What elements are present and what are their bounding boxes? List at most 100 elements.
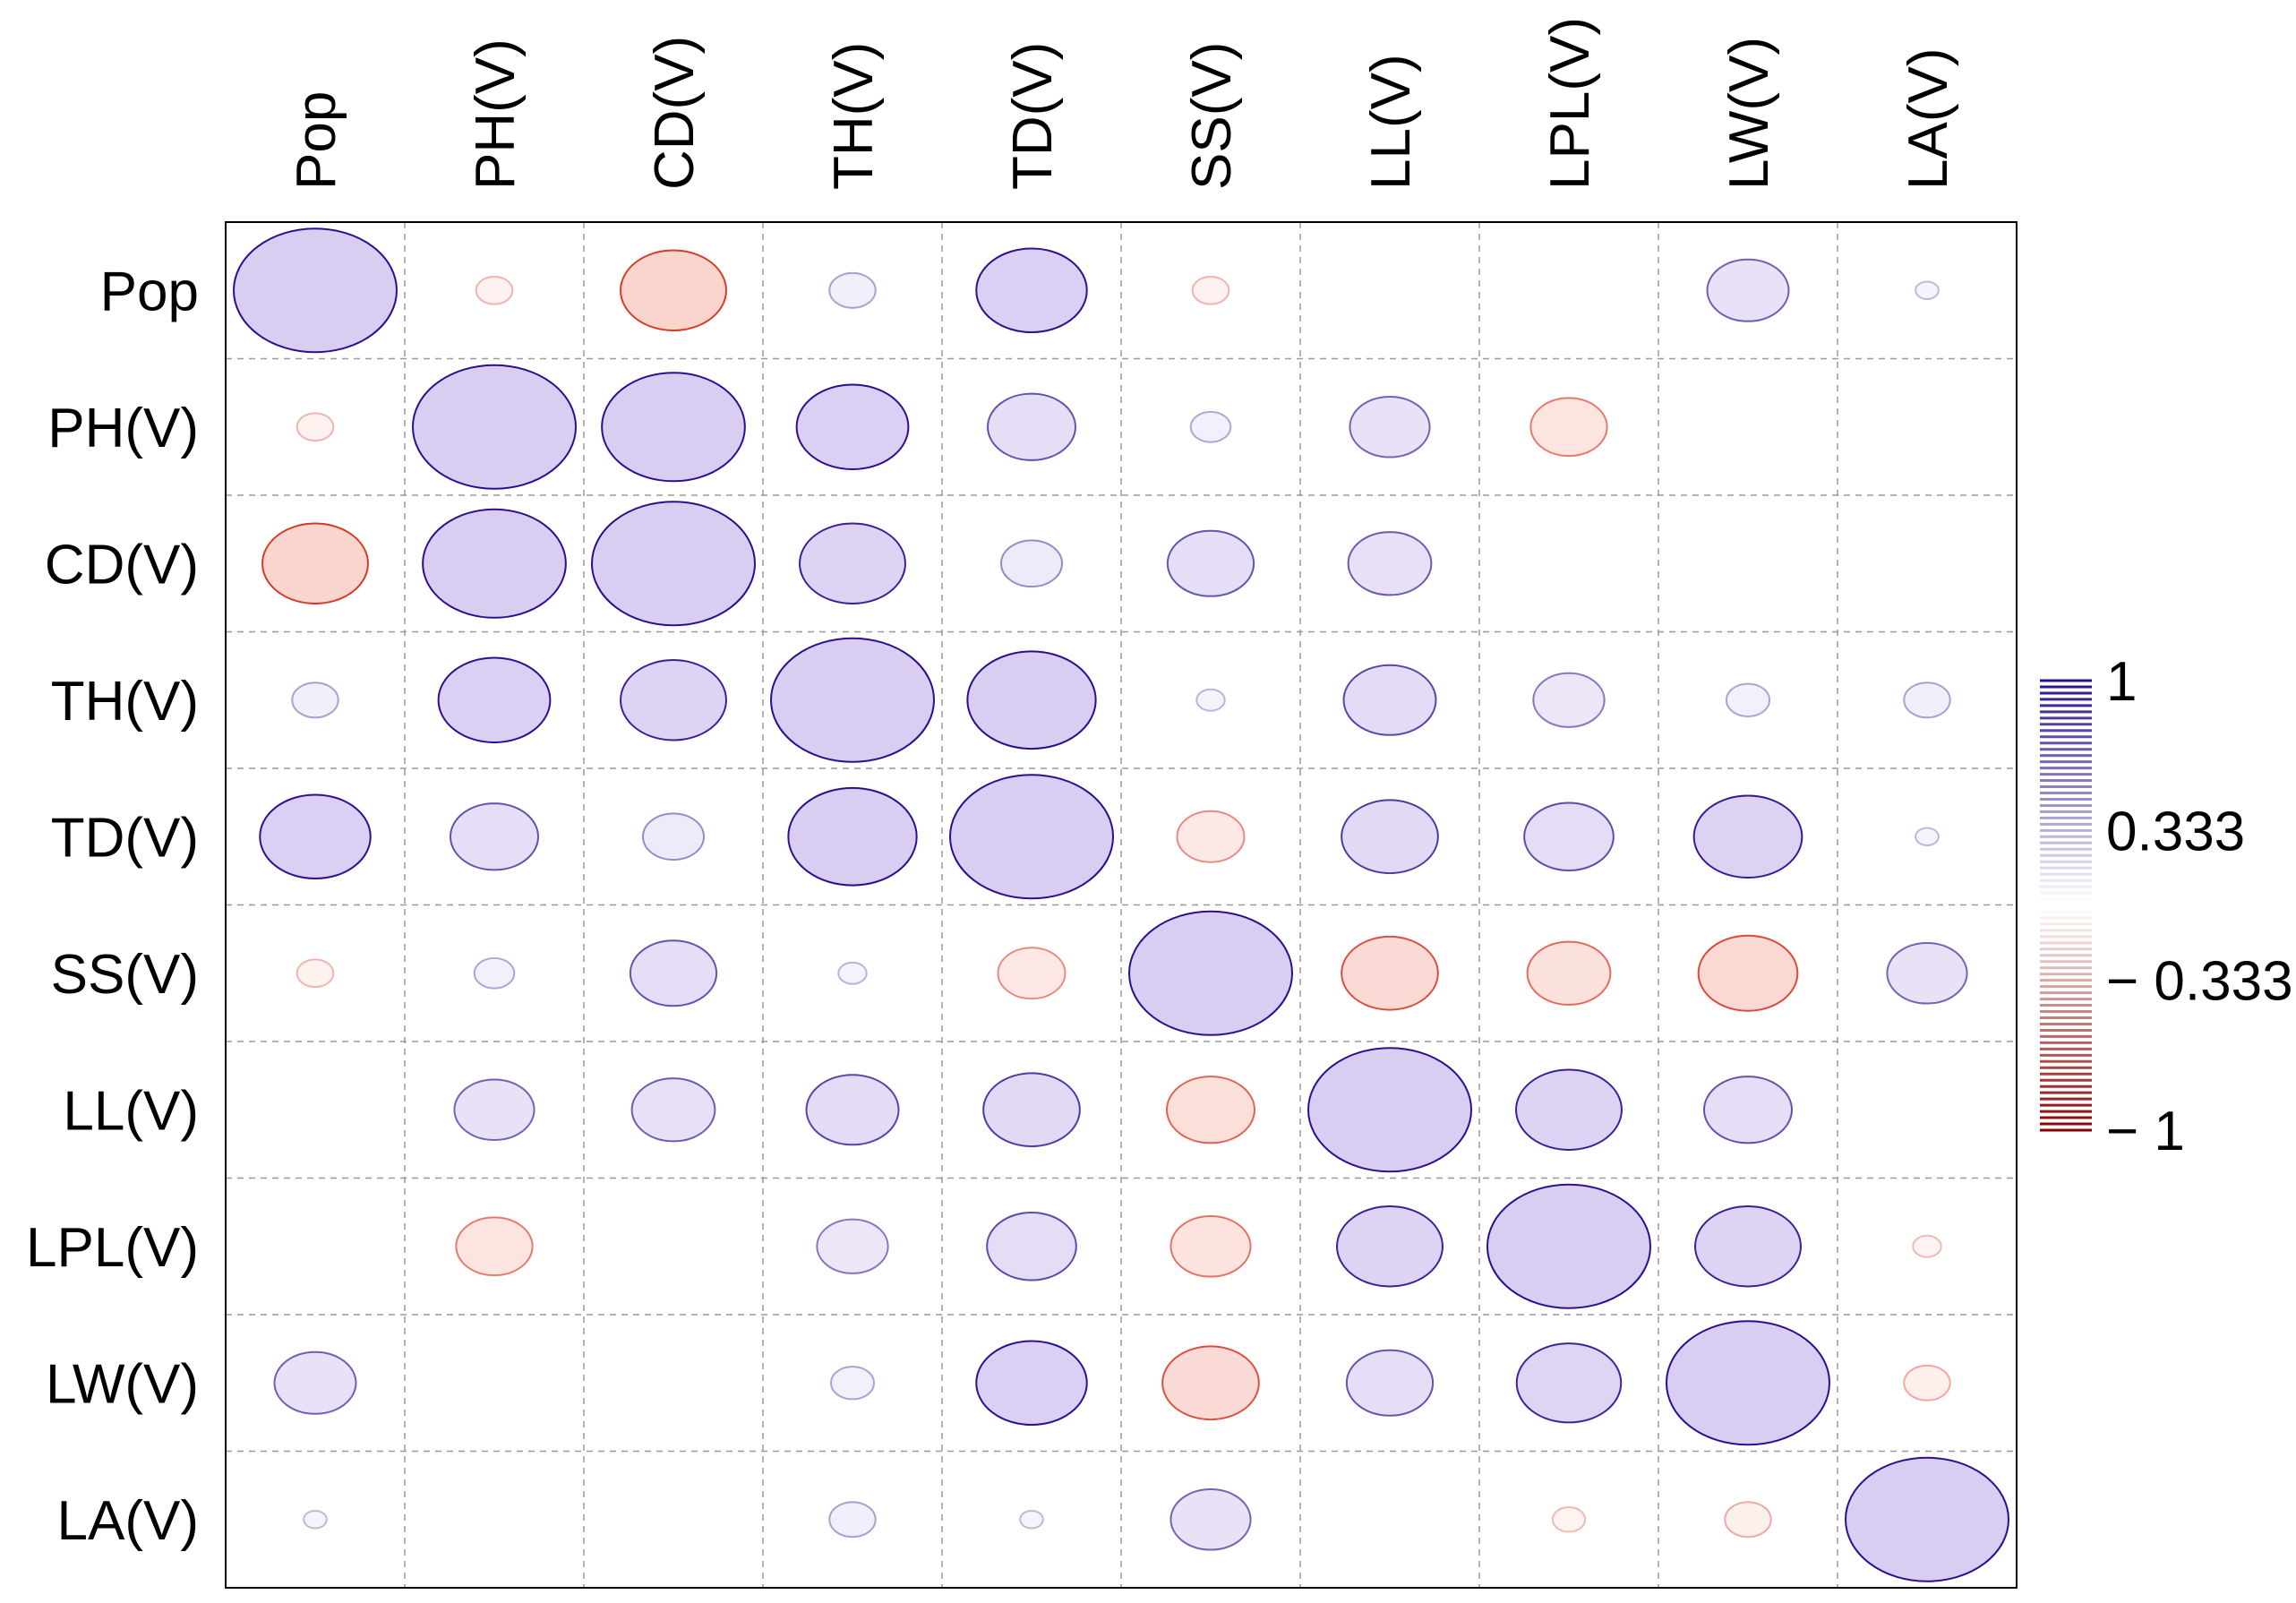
corr-cell-ll-v-lpl-v bbox=[1515, 1068, 1623, 1151]
column-label-cd-v: CD(V) bbox=[644, 36, 706, 190]
corr-cell-cd-v-td-v bbox=[999, 539, 1064, 588]
corr-cell-ll-v-lw-v bbox=[1703, 1076, 1793, 1144]
corr-cell-cd-v-ph-v bbox=[422, 508, 567, 619]
corr-cell-lpl-v-ll-v bbox=[1336, 1205, 1444, 1288]
corr-cell-td-v-ph-v bbox=[450, 802, 539, 871]
column-label-pop: Pop bbox=[286, 91, 347, 190]
corr-cell-la-v-lpl-v bbox=[1551, 1505, 1587, 1533]
corr-cell-lpl-v-th-v bbox=[816, 1218, 889, 1274]
corr-cell-ph-v-ss-v bbox=[1189, 410, 1232, 443]
corr-cell-pop-la-v bbox=[1915, 280, 1940, 301]
corr-cell-lw-v-lpl-v bbox=[1515, 1342, 1623, 1424]
corr-cell-th-v-td-v bbox=[966, 650, 1097, 750]
corr-cell-pop-ss-v bbox=[1191, 275, 1230, 305]
corr-cell-td-v-th-v bbox=[787, 786, 918, 887]
corr-cell-ph-v-cd-v bbox=[601, 372, 746, 483]
corr-cell-td-v-td-v bbox=[949, 774, 1114, 900]
corr-cell-lpl-v-ph-v bbox=[455, 1216, 534, 1277]
corr-cell-lw-v-ll-v bbox=[1345, 1349, 1435, 1417]
corr-cell-lw-v-th-v bbox=[829, 1365, 876, 1401]
corr-cell-la-v-th-v bbox=[828, 1501, 877, 1539]
corr-cell-th-v-pop bbox=[291, 681, 339, 719]
plot-border bbox=[225, 221, 2018, 1589]
corr-cell-ss-v-ll-v bbox=[1341, 935, 1439, 1011]
corr-cell-th-v-ph-v bbox=[437, 656, 552, 744]
row-label-cd-v: CD(V) bbox=[45, 534, 199, 596]
corr-cell-ll-v-ll-v bbox=[1307, 1047, 1472, 1173]
row-label-lpl-v: LPL(V) bbox=[26, 1217, 199, 1279]
corr-cell-ss-v-cd-v bbox=[629, 939, 718, 1007]
corr-cell-ph-v-ph-v bbox=[412, 364, 577, 490]
corr-cell-lpl-v-la-v bbox=[1912, 1234, 1942, 1258]
legend-tick-label: 1 bbox=[2106, 651, 2137, 713]
column-labels: Pop PH(V) CD(V) TH(V) TD(V) SS(V) LL(V) LPL(V) L… bbox=[286, 17, 1959, 190]
corr-cell-ll-v-cd-v bbox=[630, 1077, 716, 1143]
corr-cell-cd-v-pop bbox=[261, 522, 369, 604]
corr-cell-ph-v-td-v bbox=[987, 392, 1076, 461]
corr-cell-pop-pop bbox=[233, 227, 398, 354]
corr-cell-la-v-ss-v bbox=[1169, 1487, 1252, 1551]
corr-cell-pop-lw-v bbox=[1706, 258, 1790, 322]
corr-cell-td-v-cd-v bbox=[641, 812, 706, 862]
corr-cell-la-v-la-v bbox=[1845, 1456, 2009, 1582]
corr-cell-td-v-pop bbox=[259, 793, 372, 880]
column-label-td-v: TD(V) bbox=[1002, 42, 1064, 190]
legend-tick-label: 0.333 bbox=[2106, 801, 2245, 862]
corr-cell-th-v-lw-v bbox=[1725, 682, 1771, 718]
corr-cell-lw-v-td-v bbox=[975, 1340, 1088, 1427]
row-label-la-v: LA(V) bbox=[57, 1490, 199, 1552]
column-label-ll-v: LL(V) bbox=[1360, 54, 1422, 190]
corr-cell-pop-td-v bbox=[975, 247, 1088, 334]
corr-cell-lpl-v-lpl-v bbox=[1486, 1183, 1651, 1309]
row-label-td-v: TD(V) bbox=[51, 807, 199, 869]
corr-cell-ph-v-pop bbox=[296, 412, 335, 442]
row-label-pop: Pop bbox=[100, 261, 199, 322]
corr-cell-lpl-v-td-v bbox=[986, 1211, 1077, 1282]
row-label-ll-v: LL(V) bbox=[63, 1080, 199, 1142]
column-label-th-v: TH(V) bbox=[823, 42, 885, 190]
corr-cell-ss-v-ph-v bbox=[473, 956, 516, 990]
corr-cell-ll-v-th-v bbox=[805, 1074, 900, 1146]
corr-cell-ss-v-lw-v bbox=[1697, 934, 1799, 1012]
corr-cell-ll-v-td-v bbox=[982, 1072, 1081, 1148]
corr-cell-ss-v-td-v bbox=[997, 947, 1067, 1000]
row-labels: Pop PH(V) CD(V) TH(V) TD(V) SS(V) LL(V) LPL(V) L… bbox=[26, 261, 199, 1552]
grid-lines bbox=[226, 222, 2017, 1588]
corr-cell-ss-v-ss-v bbox=[1128, 910, 1293, 1036]
legend-color-bars bbox=[2040, 679, 2092, 1132]
row-label-ph-v: PH(V) bbox=[47, 398, 199, 459]
row-label-ss-v: SS(V) bbox=[51, 944, 199, 1006]
corr-cell-ss-v-pop bbox=[296, 958, 335, 989]
color-legend: 1 0.333 − 0.333 − 1 bbox=[2040, 651, 2293, 1162]
row-label-th-v: TH(V) bbox=[51, 671, 199, 733]
column-label-ph-v: PH(V) bbox=[465, 39, 527, 190]
corr-cell-lw-v-pop bbox=[273, 1350, 357, 1415]
corr-cell-ll-v-ss-v bbox=[1166, 1076, 1255, 1144]
corr-cell-cd-v-ll-v bbox=[1347, 531, 1433, 596]
corr-cell-ph-v-th-v bbox=[795, 383, 910, 471]
corr-cell-th-v-th-v bbox=[770, 637, 935, 763]
column-label-lw-v: LW(V) bbox=[1718, 37, 1780, 190]
corr-cell-ss-v-th-v bbox=[837, 961, 868, 985]
corr-cell-la-v-pop bbox=[303, 1509, 328, 1530]
column-label-la-v: LA(V) bbox=[1898, 48, 1959, 190]
corr-cell-td-v-ss-v bbox=[1176, 810, 1246, 863]
corr-cell-ph-v-ll-v bbox=[1349, 395, 1431, 459]
corr-cell-td-v-lpl-v bbox=[1523, 802, 1615, 872]
corr-cell-la-v-lw-v bbox=[1724, 1501, 1772, 1539]
corr-cell-ss-v-lpl-v bbox=[1526, 940, 1612, 1006]
corr-cell-cd-v-ss-v bbox=[1166, 529, 1255, 597]
legend-tick-label: − 1 bbox=[2106, 1101, 2185, 1162]
corr-cell-lw-v-la-v bbox=[1903, 1364, 1951, 1402]
corr-cell-lpl-v-lw-v bbox=[1694, 1205, 1802, 1288]
column-label-ss-v: SS(V) bbox=[1181, 42, 1243, 190]
corr-cell-pop-cd-v bbox=[620, 249, 727, 331]
corr-cell-lw-v-ss-v bbox=[1161, 1345, 1260, 1421]
corr-cell-la-v-td-v bbox=[1019, 1509, 1044, 1530]
corr-cell-th-v-ss-v bbox=[1195, 688, 1226, 712]
corr-cell-th-v-cd-v bbox=[620, 659, 727, 741]
corr-cell-td-v-lw-v bbox=[1692, 794, 1803, 879]
corr-cell-td-v-ll-v bbox=[1341, 799, 1439, 875]
legend-tick-labels: 1 0.333 − 0.333 − 1 bbox=[2106, 651, 2293, 1162]
